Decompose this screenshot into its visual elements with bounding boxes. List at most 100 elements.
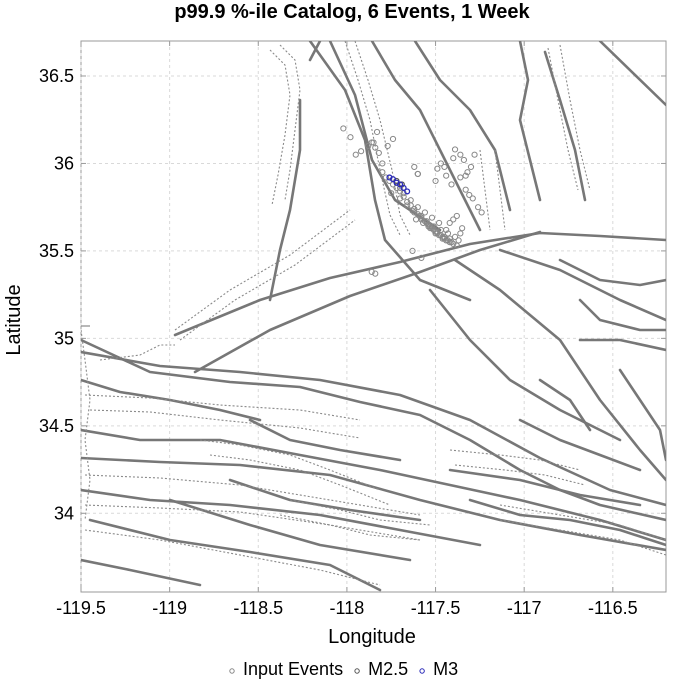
- data-point-input-events: [453, 242, 460, 249]
- data-point-input-events: [451, 233, 459, 241]
- data-point-input-events: [435, 232, 443, 239]
- data-point-input-events: [460, 156, 468, 164]
- data-point-input-events: [457, 174, 464, 181]
- data-point-input-events: [434, 165, 441, 172]
- data-point-m3: [404, 188, 411, 195]
- data-point-input-events: [441, 163, 448, 171]
- y-tick-label: 34.5: [39, 416, 74, 436]
- data-point-m3: [389, 176, 397, 183]
- data-point-input-events: [368, 139, 375, 146]
- data-point-input-events: [448, 239, 455, 246]
- data-point-input-events: [455, 237, 462, 244]
- data-point-input-events: [478, 209, 485, 216]
- data-point-input-events: [450, 240, 457, 248]
- data-point-m3: [397, 181, 404, 188]
- y-axis-ticks: 34 34.5 35 35.5 36 36.5: [39, 66, 666, 523]
- data-point-input-events: [459, 225, 466, 232]
- data-point-input-events: [414, 170, 421, 178]
- y-tick-label: 36: [54, 153, 74, 173]
- data-point-input-events: [418, 214, 425, 221]
- x-tick-label: -117: [507, 598, 542, 618]
- data-point-input-events: [428, 225, 436, 232]
- x-tick-label: -118.5: [233, 598, 283, 618]
- data-point-input-events: [453, 212, 460, 220]
- data-point-input-events: [414, 204, 421, 211]
- data-point-input-events: [357, 148, 365, 155]
- data-point-input-events: [411, 205, 418, 213]
- data-point-input-events: [421, 209, 429, 216]
- data-point-input-events: [432, 228, 439, 235]
- x-tick-label: -116.5: [588, 598, 638, 618]
- data-point-input-events: [418, 254, 425, 262]
- data-point-input-events: [469, 195, 476, 202]
- data-point-input-events: [439, 235, 446, 242]
- plot-area: [80, 40, 667, 593]
- data-point-input-events: [432, 230, 439, 237]
- data-point-input-events: [437, 226, 444, 234]
- data-point-input-events: [396, 188, 404, 195]
- legend-marker: [354, 668, 360, 674]
- data-point-input-events: [450, 216, 457, 223]
- data-point-input-events: [416, 212, 423, 220]
- data-point-input-events: [373, 128, 381, 136]
- data-point-input-events: [396, 195, 404, 202]
- y-tick-label: 35: [54, 328, 74, 348]
- fault-map: [81, 41, 666, 592]
- data-point-input-events: [375, 149, 382, 157]
- data-point-input-events: [428, 223, 436, 230]
- data-point-input-events: [418, 212, 425, 220]
- data-point-input-events: [409, 207, 416, 214]
- data-point-input-events: [404, 202, 411, 209]
- data-point-input-events: [457, 151, 464, 158]
- x-tick-label: -119.5: [56, 598, 106, 618]
- data-point-input-events: [365, 142, 372, 150]
- y-tick-label: 36.5: [39, 66, 74, 86]
- data-point-input-events: [446, 219, 453, 227]
- data-point-input-events: [443, 172, 450, 179]
- data-point-input-events: [412, 216, 420, 223]
- data-point-input-events: [347, 134, 354, 141]
- data-point-input-events: [370, 139, 377, 146]
- data-point-input-events: [441, 233, 448, 241]
- data-point-input-events: [430, 223, 437, 230]
- data-point-input-events: [368, 268, 375, 275]
- legend: Input Events M2.5 M3: [229, 659, 458, 679]
- data-point-input-events: [427, 223, 434, 230]
- data-point-input-events: [471, 151, 478, 158]
- data-point-input-events: [443, 237, 450, 244]
- data-point-m3: [400, 184, 407, 191]
- x-tick-label: -119: [152, 598, 187, 618]
- data-point-input-events: [379, 169, 386, 176]
- data-point-input-events: [430, 226, 437, 234]
- data-point-input-events: [462, 172, 469, 179]
- data-point-input-events: [423, 219, 430, 227]
- y-axis-label: Latitude: [3, 284, 25, 355]
- data-point-input-events: [451, 146, 459, 153]
- data-point-input-events: [379, 160, 386, 167]
- legend-label: M2.5: [368, 659, 408, 679]
- legend-label: M3: [433, 659, 458, 679]
- data-point-input-events: [372, 144, 379, 151]
- legend-label: Input Events: [243, 659, 343, 679]
- data-point-input-events: [441, 235, 448, 242]
- data-point-input-events: [435, 219, 443, 227]
- data-point-input-events: [404, 198, 411, 206]
- data-point-input-events: [427, 225, 434, 232]
- data-point-input-events: [444, 230, 452, 237]
- data-point-input-events: [446, 239, 453, 246]
- x-tick-label: -118: [330, 598, 365, 618]
- x-axis-ticks: -119.5 -119 -118.5 -118 -117.5 -117 -116.5: [56, 41, 638, 618]
- data-point-input-events: [407, 197, 414, 204]
- data-point-input-events: [340, 125, 347, 132]
- data-point-input-events: [448, 181, 455, 188]
- data-point-input-events: [372, 270, 379, 277]
- legend-marker: [419, 668, 425, 674]
- data-point-input-events: [457, 230, 464, 237]
- data-point-input-events: [474, 204, 482, 211]
- data-point-input-events: [464, 169, 471, 176]
- data-point-input-events: [437, 160, 444, 167]
- x-tick-label: -117.5: [411, 598, 461, 618]
- grid-lines: [80, 41, 666, 592]
- data-point-input-events: [432, 177, 439, 185]
